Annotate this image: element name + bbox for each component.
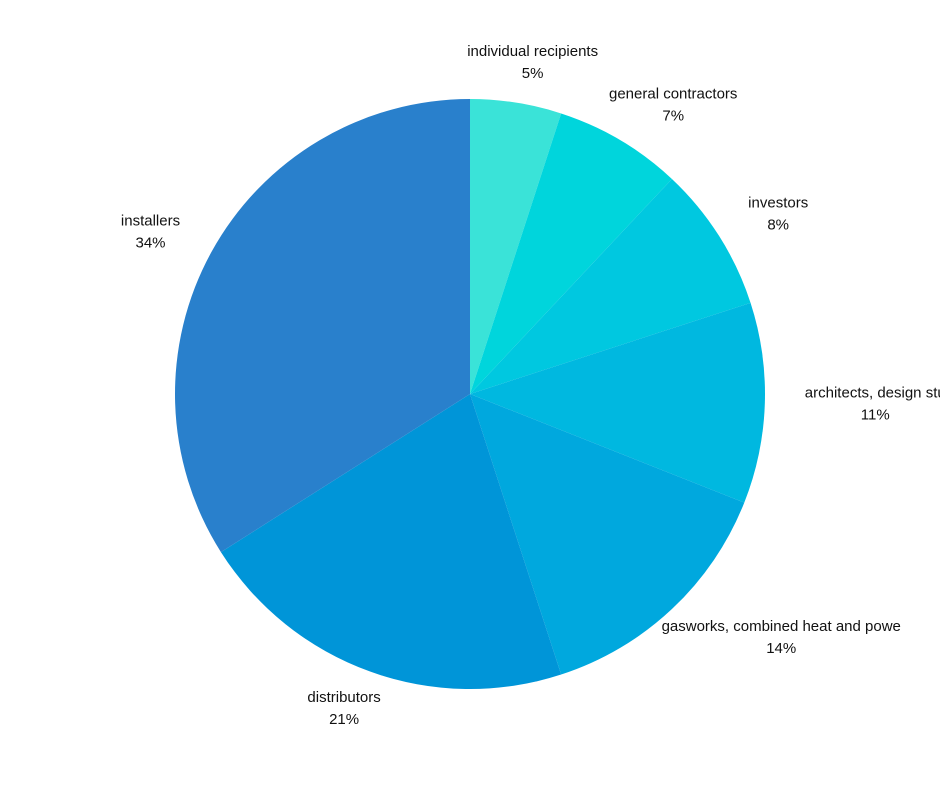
slice-label: gasworks, combined heat and powe xyxy=(662,618,901,635)
slice-value-label: 5% xyxy=(522,65,544,82)
pie-slice xyxy=(470,99,562,394)
slice-label: installers xyxy=(121,213,180,230)
slice-value-label: 11% xyxy=(861,406,890,423)
slice-label: general contractors xyxy=(609,86,737,103)
slice-label: architects, design stu xyxy=(805,384,940,401)
pie-slice xyxy=(470,302,765,503)
slice-value-label: 14% xyxy=(766,640,796,657)
slice-value-label: 21% xyxy=(329,711,359,728)
pie-slice xyxy=(470,113,672,394)
pie-slice xyxy=(220,394,562,689)
pie-slice xyxy=(175,99,470,553)
slice-label: individual recipients xyxy=(467,43,598,60)
slice-label: distributors xyxy=(307,689,380,706)
slice-value-label: 7% xyxy=(662,108,684,125)
slice-value-label: 8% xyxy=(767,216,789,233)
slice-label: investors xyxy=(748,194,808,211)
pie-slice xyxy=(470,394,745,675)
pie-slice xyxy=(470,178,751,394)
slice-value-label: 34% xyxy=(135,235,165,252)
